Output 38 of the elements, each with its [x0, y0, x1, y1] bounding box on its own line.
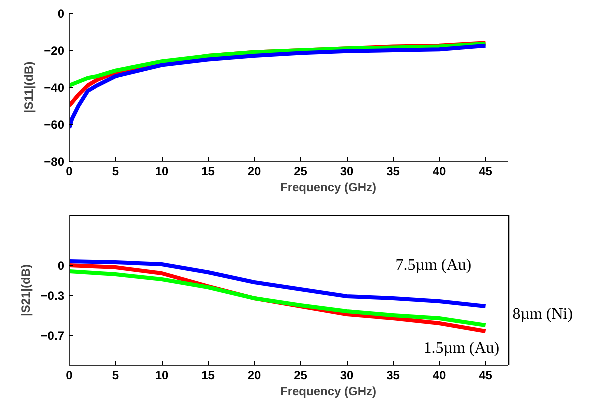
x-tick-label: 35	[386, 164, 400, 178]
x-tick-label: 20	[248, 164, 262, 178]
x-tick-label: 35	[386, 368, 400, 382]
x-axis-title: Frequency (GHz)	[280, 384, 377, 398]
x-tick-label: 30	[340, 164, 354, 178]
line-series	[70, 44, 488, 130]
x-tick-label: 5	[112, 164, 120, 178]
x-tick-label: 5	[112, 368, 120, 382]
series-label: 1.5µm (Au)	[424, 340, 500, 357]
x-tick-label: 40	[432, 164, 446, 178]
y-tick-label: −40	[44, 81, 65, 95]
x-tick-label: 10	[155, 164, 169, 178]
x-tick-label: 45	[479, 164, 493, 178]
series-label: 7.5µm (Au)	[396, 257, 472, 274]
line-series	[70, 42, 488, 88]
y-tick-label: −20	[44, 44, 65, 58]
x-tick-label: 40	[432, 368, 446, 382]
x-tick-label: 25	[294, 368, 308, 382]
x-tick-label: 15	[202, 164, 216, 178]
y-axis-title: |S11|(dB)	[22, 62, 36, 114]
line-series	[70, 260, 488, 308]
y-tick-label: −80	[44, 155, 65, 169]
y-tick-label: 0	[58, 259, 65, 273]
x-tick-label: 45	[479, 368, 493, 382]
x-tick-label: 15	[202, 368, 216, 382]
x-tick-label: 30	[340, 368, 354, 382]
series-label: 8µm (Ni)	[512, 306, 574, 323]
x-tick-label: 10	[155, 368, 169, 382]
x-tick-label: 20	[248, 368, 262, 382]
y-axis-title: |S21|(dB)	[18, 264, 33, 317]
y-tick-label: −0.3	[40, 289, 65, 303]
x-tick-label: 0	[66, 368, 74, 382]
y-tick-label: −60	[44, 118, 65, 132]
y-tick-label: −0.7	[40, 329, 65, 343]
x-axis-title: Frequency (GHz)	[280, 180, 377, 194]
y-tick-label: 0	[58, 7, 65, 21]
x-tick-label: 0	[66, 164, 74, 178]
x-tick-label: 25	[294, 164, 308, 178]
